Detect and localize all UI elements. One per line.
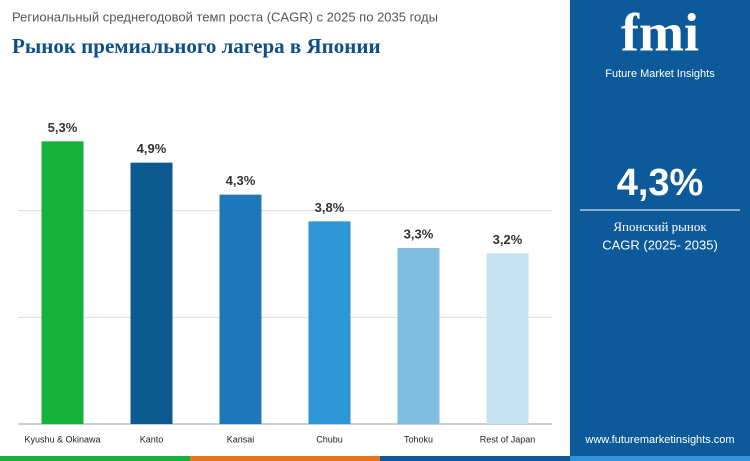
x-tick-label: Rest of Japan (480, 434, 536, 444)
chart-title: Рынок премиального лагера в Японии (12, 34, 381, 58)
x-tick-label: Chubu (316, 434, 343, 444)
chart-background (0, 0, 570, 461)
kpi-period: CAGR (2025- 2035) (602, 237, 718, 252)
bar (486, 253, 529, 424)
value-label: 3,8% (315, 200, 345, 215)
value-label: 4,9% (137, 141, 167, 156)
bar (130, 162, 173, 424)
logo: fmi (621, 2, 699, 62)
x-tick-label: Kanto (140, 434, 164, 444)
x-tick-label: Kansai (227, 434, 255, 444)
kpi-value: 4,3% (617, 162, 704, 204)
bar (219, 194, 262, 424)
bar (308, 221, 351, 424)
bar (397, 248, 440, 424)
stripe (190, 456, 380, 461)
stripe (570, 456, 750, 461)
brand: Future Market Insights (605, 68, 715, 80)
stripe (0, 456, 190, 461)
stripe (380, 456, 570, 461)
bar (41, 141, 84, 425)
value-label: 3,2% (493, 232, 523, 247)
value-label: 5,3% (48, 120, 78, 135)
x-tick-label: Kyushu & Okinawa (24, 434, 100, 444)
x-tick-label: Tohoku (404, 434, 433, 444)
value-label: 4,3% (226, 173, 256, 188)
value-label: 3,3% (404, 226, 434, 241)
subtitle: Региональный среднегодовой темп роста (C… (12, 9, 438, 24)
website: www.futuremarketinsights.com (584, 434, 734, 446)
kpi-label: Японский рынок (613, 219, 707, 234)
side-panel (570, 0, 750, 461)
